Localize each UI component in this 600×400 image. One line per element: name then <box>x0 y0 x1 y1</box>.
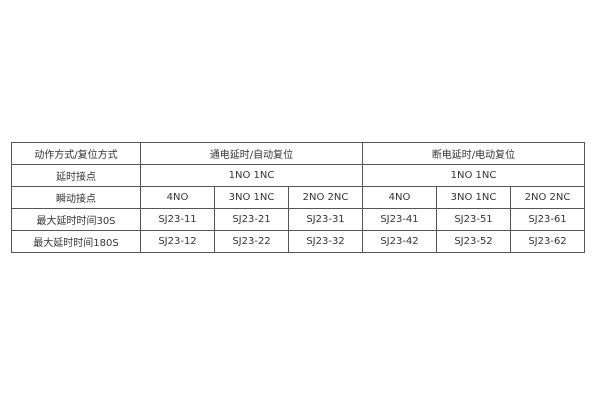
table-cell: SJ23-62 <box>510 230 585 253</box>
table-cell: SJ23-32 <box>288 230 363 253</box>
table-cell: SJ23-61 <box>510 208 585 231</box>
table-cell: SJ23-41 <box>362 208 437 231</box>
delay-contact-cell: 1NO 1NC <box>140 164 363 187</box>
table-cell: 3NO 1NC <box>214 186 289 209</box>
table-cell: 2NO 2NC <box>288 186 363 209</box>
table-row: 最大延时时间180S SJ23-12 SJ23-22 SJ23-32 SJ23-… <box>11 230 585 253</box>
row-header: 延时接点 <box>11 164 141 187</box>
table-row: 瞬动接点 4NO 3NO 1NC 2NO 2NC 4NO 3NO 1NC 2NO… <box>11 186 585 209</box>
table-cell: SJ23-12 <box>140 230 215 253</box>
table-row: 最大延时时间30S SJ23-11 SJ23-21 SJ23-31 SJ23-4… <box>11 208 585 231</box>
delay-contact-cell: 1NO 1NC <box>362 164 585 187</box>
mode-cell: 通电延时/自动复位 <box>140 142 363 165</box>
table-cell: SJ23-21 <box>214 208 289 231</box>
table-cell: SJ23-42 <box>362 230 437 253</box>
table-cell: SJ23-31 <box>288 208 363 231</box>
table-cell: 4NO <box>140 186 215 209</box>
table-cell: SJ23-11 <box>140 208 215 231</box>
row-header: 最大延时时间180S <box>11 230 141 253</box>
table-cell: 3NO 1NC <box>436 186 511 209</box>
table-cell: SJ23-51 <box>436 208 511 231</box>
table-cell: SJ23-52 <box>436 230 511 253</box>
table-row: 延时接点 1NO 1NC 1NO 1NC <box>11 164 585 187</box>
product-spec-table: 动作方式/复位方式 通电延时/自动复位 断电延时/电动复位 延时接点 1NO 1… <box>11 142 585 253</box>
table-cell: 4NO <box>362 186 437 209</box>
table-row: 动作方式/复位方式 通电延时/自动复位 断电延时/电动复位 <box>11 142 585 165</box>
row-header: 瞬动接点 <box>11 186 141 209</box>
table-cell: 2NO 2NC <box>510 186 585 209</box>
mode-cell: 断电延时/电动复位 <box>362 142 585 165</box>
row-header: 最大延时时间30S <box>11 208 141 231</box>
row-header: 动作方式/复位方式 <box>11 142 141 165</box>
table-cell: SJ23-22 <box>214 230 289 253</box>
